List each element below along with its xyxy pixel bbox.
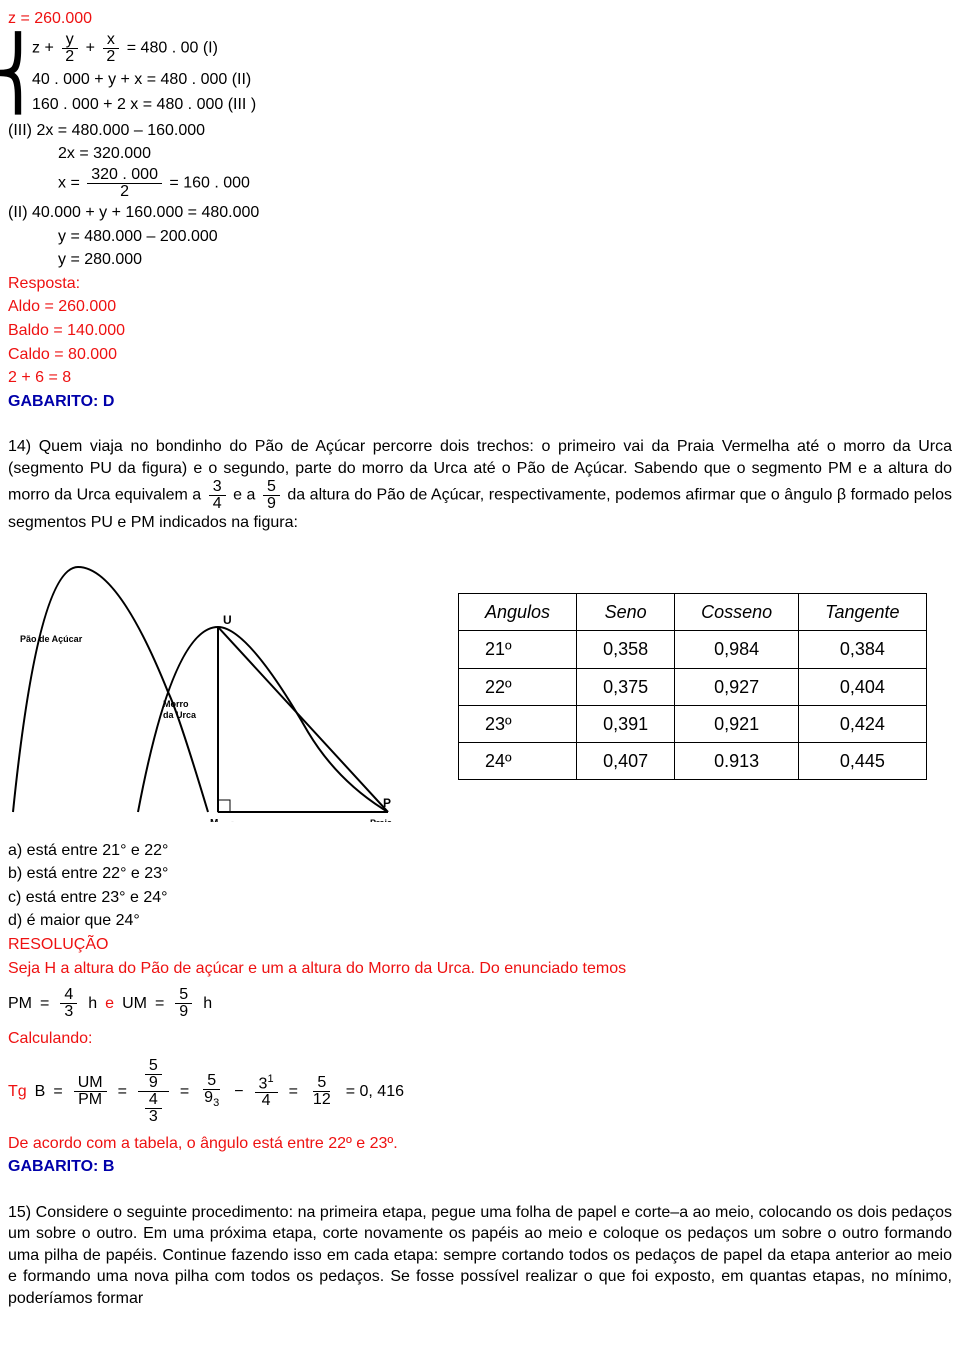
frac-4-3: 43 [60,987,77,1020]
table-row: 22º 0,375 0,927 0,404 [459,668,927,705]
tg-calc: Tg B = UMPM = 59 43 = 5 93 − 31 4 = 512 … [8,1058,952,1125]
cell: 0.913 [675,743,799,780]
tg-result: = 0, 416 [346,1081,404,1103]
cell: 0,375 [577,668,675,705]
frac-3-4: 34 [209,479,226,512]
table-row: 24º 0,407 0.913 0,445 [459,743,927,780]
um-eq: = [155,993,164,1015]
frac-5-12: 512 [309,1075,335,1108]
brace-icon: ⎨ [8,30,28,118]
q14-mid: e a [233,487,260,504]
frac-compound: 59 43 [138,1058,169,1125]
cell: 0,384 [799,631,926,668]
cell: 0,921 [675,705,799,742]
twoplus: 2 + 6 = 8 [8,367,952,389]
eq1-plus1: + [44,39,58,56]
label-pao: Pão de Açúcar [20,634,83,644]
frac-5-93: 5 93 [200,1073,223,1109]
frac-um-pm: UMPM [74,1075,107,1108]
resolucao: RESOLUÇÃO [8,934,952,956]
caldo: Caldo = 80.000 [8,344,952,366]
cell: 0,984 [675,631,799,668]
cell: 0,358 [577,631,675,668]
cell: 0,404 [799,668,926,705]
frac-31-4: 31 4 [255,1074,278,1109]
eq1-plus2: + [86,39,100,56]
label-praia1: Praia [370,818,393,822]
pm-um-line: PM = 43 h e UM = 59 h [8,987,952,1020]
tg-eq4: = [289,1081,298,1103]
pm-lhs: PM [8,993,32,1015]
cell: 0,927 [675,668,799,705]
th-angulos: Angulos [459,593,577,630]
opt-d: d) é maior que 24° [8,910,952,932]
gabarito-b: GABARITO: B [8,1156,952,1178]
cell: 23º [459,705,577,742]
tg-label: Tg [8,1081,27,1103]
q14-text: 14) Quem viaja no bondinho do Pão de Açú… [8,436,952,534]
e-connector: e [105,993,114,1015]
diagram-svg: Pão de Açúcar Morro da Urca U M - P Prai… [8,552,428,822]
step5: y = 480.000 – 200.000 [8,226,952,248]
step3-pre: x = [58,175,84,192]
um-h: h [203,993,212,1015]
th-cosseno: Cosseno [675,593,799,630]
step4: (II) 40.000 + y + 160.000 = 480.000 [8,202,952,224]
eq-1: z + y2 + x2 = 480 . 00 (I) [32,30,256,67]
table-row: 23º 0,391 0,921 0,424 [459,705,927,742]
step3: x = 320 . 0002 = 160 . 000 [8,167,952,200]
tg-eq2: = [118,1081,127,1103]
eq-2: 40 . 000 + y + x = 480 . 000 (II) [32,67,256,93]
frac-y-2: y2 [61,32,78,65]
cell: 22º [459,668,577,705]
gabarito-d: GABARITO: D [8,391,952,413]
um-lhs: UM [122,993,147,1015]
calculando: Calculando: [8,1028,952,1050]
table-row: 21º 0,358 0,984 0,384 [459,631,927,668]
frac-5-9: 59 [263,479,280,512]
frac-320-2: 320 . 0002 [87,167,162,200]
eq1-z: z [32,39,40,56]
tg-B: B [35,1081,46,1103]
resposta-label: Resposta: [8,273,952,295]
label-morro1: Morro [163,699,189,709]
cell: 0,407 [577,743,675,780]
step2: 2x = 320.000 [8,143,952,165]
trig-table: Angulos Seno Cosseno Tangente 21º 0,358 … [458,593,927,780]
q15-text: 15) Considere o seguinte procedimento: n… [8,1202,952,1310]
cell: 21º [459,631,577,668]
pm-eq: = [40,993,49,1015]
step6: y = 280.000 [8,249,952,271]
th-tangente: Tangente [799,593,926,630]
cell: 0,391 [577,705,675,742]
equation-system: ⎨ z + y2 + x2 = 480 . 00 (I) 40 . 000 + … [8,30,952,118]
eq-3: 160 . 000 + 2 x = 480 . 000 (III ) [32,92,256,118]
opt-c: c) está entre 23° e 24° [8,887,952,909]
opt-a: a) está entre 21° e 22° [8,840,952,862]
opt-b: b) está entre 22° e 23° [8,863,952,885]
label-M: M [210,818,218,822]
seja-line: Seja H a altura do Pão de açúcar e um a … [8,958,952,980]
label-dash: - [231,817,234,822]
aldo: Aldo = 260.000 [8,296,952,318]
figure-row: Pão de Açúcar Morro da Urca U M - P Prai… [8,552,952,822]
tabela-line: De acordo com a tabela, o ângulo está en… [8,1133,952,1155]
label-P: P [383,796,391,810]
th-seno: Seno [577,593,675,630]
tg-eq1: = [53,1081,62,1103]
pm-h: h [88,993,97,1015]
tg-eq3: = [180,1081,189,1103]
frac-5-9b: 59 [175,987,192,1020]
cell: 0,424 [799,705,926,742]
cell: 0,445 [799,743,926,780]
label-morro2: da Urca [163,710,197,720]
step1: (III) 2x = 480.000 – 160.000 [8,120,952,142]
zline: z = 260.000 [8,8,952,30]
label-U: U [223,613,232,627]
frac-x-2: x2 [102,32,119,65]
step3-post: = 160 . 000 [169,175,250,192]
eq1-rest: = 480 . 00 (I) [127,39,218,56]
cell: 24º [459,743,577,780]
baldo: Baldo = 140.000 [8,320,952,342]
